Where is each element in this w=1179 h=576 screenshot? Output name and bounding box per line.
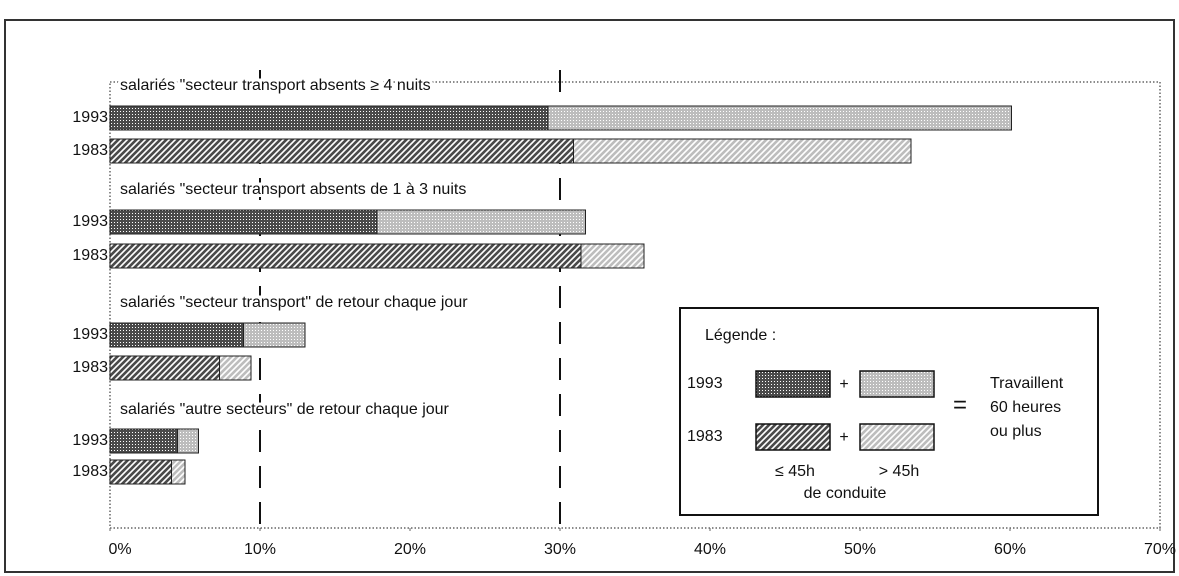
bar-segment bbox=[580, 243, 645, 269]
legend-title: Légende : bbox=[705, 327, 776, 344]
bar-segment bbox=[109, 355, 220, 381]
x-tick-label: 30% bbox=[544, 541, 576, 558]
y-tick-label: 1983 bbox=[72, 463, 108, 480]
x-tick-label: 60% bbox=[994, 541, 1026, 558]
bar-segment bbox=[177, 428, 199, 454]
legend-swatch bbox=[859, 370, 935, 398]
legend-swatch bbox=[755, 423, 831, 451]
x-tick-label: 20% bbox=[394, 541, 426, 558]
legend-swatch bbox=[755, 370, 831, 398]
y-tick-label: 1983 bbox=[72, 359, 108, 376]
x-tick-label: 10% bbox=[244, 541, 276, 558]
bar-segment bbox=[109, 322, 244, 348]
y-tick-label: 1993 bbox=[72, 109, 108, 126]
bar-segment bbox=[219, 355, 252, 381]
group-title: salariés "autre secteurs" de retour chaq… bbox=[120, 401, 450, 418]
bar-segment bbox=[109, 428, 178, 454]
bar-segment bbox=[547, 105, 1012, 131]
bar-segment bbox=[171, 459, 186, 485]
legend-result: Travaillent bbox=[990, 375, 1064, 392]
y-tick-label: 1993 bbox=[72, 213, 108, 230]
x-tick-label: 40% bbox=[694, 541, 726, 558]
legend-result: ou plus bbox=[990, 423, 1042, 440]
legend-series-label: > 45h bbox=[879, 463, 919, 480]
bar-segment bbox=[109, 138, 574, 164]
legend-result: 60 heures bbox=[990, 399, 1061, 416]
bar-segment bbox=[109, 209, 378, 235]
legend-year: 1993 bbox=[687, 375, 723, 392]
legend-swatch bbox=[859, 423, 935, 451]
bar-segment bbox=[109, 105, 549, 131]
y-tick-label: 1983 bbox=[72, 142, 108, 159]
legend-box bbox=[679, 307, 1099, 516]
group-title: salariés "secteur transport" de retour c… bbox=[120, 294, 468, 311]
legend-year: 1983 bbox=[687, 428, 723, 445]
legend-caption: de conduite bbox=[804, 485, 887, 502]
y-tick-label: 1983 bbox=[72, 247, 108, 264]
x-tick-label: 50% bbox=[844, 541, 876, 558]
group-title: salariés "secteur transport absents ≥ 4 … bbox=[120, 77, 431, 94]
frame bbox=[4, 19, 1175, 573]
group-title: salariés "secteur transport absents de 1… bbox=[120, 181, 466, 198]
plot-area bbox=[109, 81, 1161, 529]
legend-equals: = bbox=[953, 391, 967, 418]
bar-segment bbox=[573, 138, 912, 164]
x-tick-label: 0% bbox=[108, 541, 131, 558]
legend-plus: + bbox=[839, 429, 848, 446]
bar-segment bbox=[109, 459, 172, 485]
x-tick-label: 70% bbox=[1144, 541, 1176, 558]
bar-segment bbox=[376, 209, 586, 235]
bar-segment bbox=[243, 322, 306, 348]
legend-plus: + bbox=[839, 376, 848, 393]
y-tick-label: 1993 bbox=[72, 326, 108, 343]
y-tick-label: 1993 bbox=[72, 432, 108, 449]
legend-series-label: ≤ 45h bbox=[775, 463, 815, 480]
bar-segment bbox=[109, 243, 582, 269]
